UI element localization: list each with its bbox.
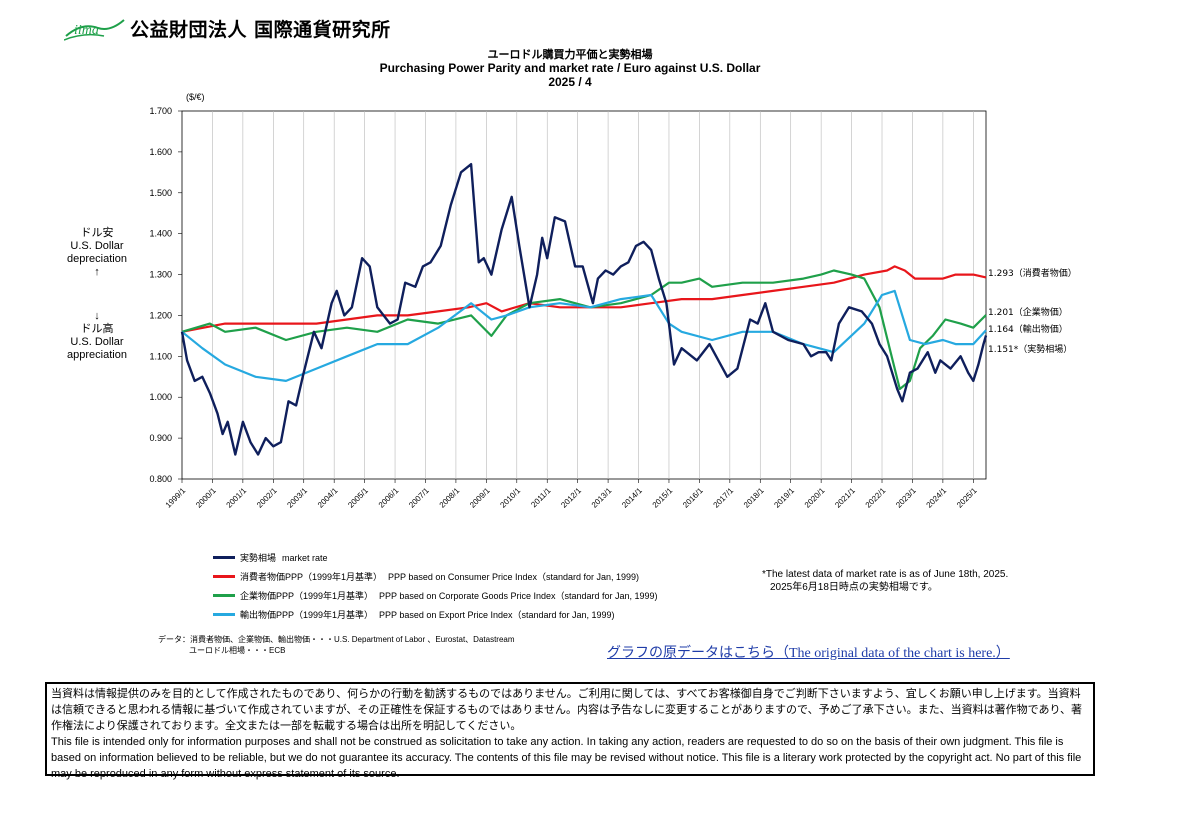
disclaimer-ja: 当資料は情報提供のみを目的として作成されたものであり、何らかの行動を勧誘するもの… (51, 688, 1083, 732)
y-axis-unit-label: ($/€) (186, 92, 205, 102)
market-rate-line (180, 163, 988, 456)
x-tick-label: 2001/1 (225, 486, 249, 510)
depreciation-en2: depreciation (67, 253, 127, 265)
x-tick-label: 2010/1 (498, 486, 522, 510)
original-data-link[interactable]: グラフの原データはこちら（The original data of the ch… (607, 646, 1010, 661)
y-tick-label: 1.300 (149, 270, 172, 280)
y-tick-label: 1.500 (149, 188, 172, 198)
legend-label-ja: 実勢相場 (240, 553, 277, 563)
x-tick-label: 2003/1 (285, 486, 309, 510)
up-arrow: ↑ (94, 266, 100, 278)
export-ppp-line (181, 289, 987, 382)
note-en: *The latest data of market rate is as of… (762, 569, 1009, 580)
export-end-label: 1.164（輸出物価） (988, 323, 1068, 335)
x-tick-label: 2022/1 (864, 486, 888, 510)
x-tick-label: 2007/1 (407, 486, 431, 510)
plot-area-frame (181, 110, 987, 480)
chart-title-en: Purchasing Power Parity and market rate … (379, 61, 761, 75)
x-tick-label: 2006/1 (377, 486, 401, 510)
legend-label-en: PPP based on Corporate Goods Price Index… (379, 591, 658, 601)
x-tick-label: 2019/1 (772, 486, 796, 510)
depreciation-en1: U.S. Dollar (70, 240, 124, 252)
chart-title-ja: ユーロドル購買力平価と実勢相場 (487, 49, 653, 61)
x-tick-label: 2008/1 (438, 486, 462, 510)
legend-item-cgpi-ppp: 企業物価PPP（1999年1月基準） PPP based on Corporat… (213, 586, 658, 605)
x-tick-label: 2020/1 (803, 486, 827, 510)
cgpi-ppp-line (181, 269, 987, 391)
ppp-line-chart: 1999/1 2000/1 2001/1 2002/1 2003/1 2004/1 2005… (149, 92, 1077, 510)
x-tick-label: 2018/1 (742, 486, 766, 510)
legend-label-ja: 消費者物価PPP（1999年1月基準） (240, 572, 383, 582)
x-tick-label: 2024/1 (925, 486, 949, 510)
legend-swatch-cpi-ppp (213, 575, 235, 578)
legend-label-ja: 企業物価PPP（1999年1月基準） (240, 591, 374, 601)
legend-item-export-ppp: 輸出物価PPP（1999年1月基準） PPP based on Export P… (213, 605, 658, 624)
x-tick-label: 2002/1 (255, 486, 279, 510)
x-tick-label: 2012/1 (559, 486, 583, 510)
cpi-ppp-line (181, 265, 987, 333)
x-tick-label: 2015/1 (651, 486, 675, 510)
x-tick-label: 2021/1 (833, 486, 857, 510)
disclaimer-box: 当資料は情報提供のみを目的として作成されたものであり、何らかの行動を勧誘するもの… (45, 682, 1095, 780)
y-tick-label: 1.600 (149, 147, 172, 157)
x-tick-label: 2009/1 (468, 486, 492, 510)
legend-swatch-export-ppp (213, 613, 235, 616)
x-tick-label: 2000/1 (194, 486, 218, 510)
svg-text:iima: iima (74, 23, 99, 38)
legend-swatch-cgpi-ppp (213, 594, 235, 597)
x-tick-label: 2017/1 (712, 486, 736, 510)
organization-name: 公益財団法人 国際通貨研究所 (130, 19, 391, 41)
market-rate-end-label: 1.151*（実勢相場） (988, 343, 1072, 355)
x-tick-label: 2023/1 (894, 486, 918, 510)
disclaimer-en: This file is intended only for informati… (51, 736, 1082, 780)
x-tick-label: 2025/1 (955, 486, 979, 510)
y-tick-label: 1.700 (149, 106, 172, 116)
y-tick-label: 1.200 (149, 310, 172, 320)
x-tick-label: 2014/1 (620, 486, 644, 510)
legend-label-en: PPP based on Consumer Price Index（standa… (388, 572, 640, 582)
latest-data-note: *The latest data of market rate is as of… (762, 568, 1008, 594)
x-tick-label: 2004/1 (316, 486, 340, 510)
appreciation-en1: U.S. Dollar (70, 336, 124, 348)
chart-legend: 実勢相場 market rate 消費者物価PPP（1999年1月基準） PPP… (213, 548, 658, 624)
appreciation-ja: ドル高 (80, 323, 114, 335)
x-tick-label: 2005/1 (346, 486, 370, 510)
x-tick-label: 2016/1 (681, 486, 705, 510)
x-tick-label: 2011/1 (529, 486, 553, 510)
cpi-end-label: 1.293（消費者物価） (988, 267, 1077, 279)
y-tick-label: 1.000 (149, 392, 172, 402)
iima-logo: iima (64, 19, 125, 41)
depreciation-ja: ドル安 (80, 227, 114, 239)
chart-date: 2025 / 4 (548, 75, 592, 89)
appreciation-label: ↓ ドル高 U.S. Dollar appreciation (37, 310, 157, 362)
y-tick-label: 0.900 (149, 433, 172, 443)
source-line-1: データ：消費者物価、企業物価、輸出物価・・・U.S. Department of… (158, 635, 515, 644)
legend-swatch-market-rate (213, 556, 235, 559)
source-line-2: ユーロドル相場・・・ECB (189, 646, 286, 655)
down-arrow: ↓ (94, 310, 100, 322)
y-tick-label: 1.100 (149, 351, 172, 361)
legend-item-cpi-ppp: 消費者物価PPP（1999年1月基準） PPP based on Consume… (213, 567, 658, 586)
y-tick-label: 0.800 (149, 474, 172, 484)
appreciation-en2: appreciation (67, 349, 127, 361)
legend-item-market-rate: 実勢相場 market rate (213, 548, 658, 567)
depreciation-label: ドル安 U.S. Dollar depreciation ↑ (37, 227, 157, 279)
x-tick-label: 1999/1 (164, 486, 188, 510)
legend-label-en: market rate (282, 552, 328, 563)
cgpi-end-label: 1.201（企業物価） (988, 306, 1068, 318)
legend-label-en: PPP based on Export Price Index（standard… (379, 610, 615, 620)
note-ja: 2025年6月18日時点の実勢相場です。 (770, 582, 938, 593)
data-source: データ：消費者物価、企業物価、輸出物価・・・U.S. Department of… (158, 634, 515, 656)
y-tick-label: 1.400 (149, 229, 172, 239)
x-tick-label: 2013/1 (590, 486, 614, 510)
legend-label-ja: 輸出物価PPP（1999年1月基準） (240, 610, 374, 620)
